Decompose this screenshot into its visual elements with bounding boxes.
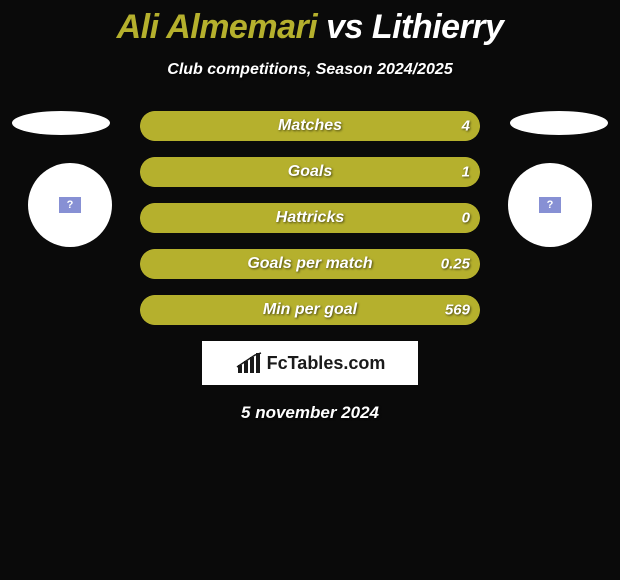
player1-avatar: [28, 163, 112, 247]
stat-value: 4: [462, 118, 470, 135]
logo-text: FcTables.com: [267, 353, 386, 374]
player2-name: Lithierry: [372, 8, 504, 46]
chart-icon: [235, 351, 263, 375]
content-area: Matches 4 Goals 1 Hattricks 0 Goals per …: [0, 111, 620, 423]
vs-text: vs: [326, 8, 363, 46]
stat-label: Hattricks: [276, 209, 344, 227]
stat-value: 0.25: [441, 256, 470, 273]
stat-label: Goals per match: [247, 255, 372, 273]
placeholder-icon: [539, 197, 561, 213]
logo-box[interactable]: FcTables.com: [202, 341, 418, 385]
date: 5 november 2024: [0, 403, 620, 423]
logo: FcTables.com: [235, 351, 386, 375]
player1-name: Ali Almemari: [117, 8, 318, 46]
stat-value: 0: [462, 210, 470, 227]
page-title: Ali Almemari vs Lithierry: [0, 0, 620, 47]
player2-avatar: [508, 163, 592, 247]
stat-bar-min-per-goal: Min per goal 569: [140, 295, 480, 325]
stat-bar-goals-per-match: Goals per match 0.25: [140, 249, 480, 279]
stat-bar-matches: Matches 4: [140, 111, 480, 141]
stat-bar-hattricks: Hattricks 0: [140, 203, 480, 233]
stat-label: Min per goal: [263, 301, 357, 319]
stat-bar-goals: Goals 1: [140, 157, 480, 187]
stat-value: 1: [462, 164, 470, 181]
stat-label: Goals: [288, 163, 332, 181]
ellipse-decoration-right: [510, 111, 608, 135]
stat-label: Matches: [278, 117, 342, 135]
ellipse-decoration-left: [12, 111, 110, 135]
stats-list: Matches 4 Goals 1 Hattricks 0 Goals per …: [140, 111, 480, 325]
stat-value: 569: [445, 302, 470, 319]
subtitle: Club competitions, Season 2024/2025: [0, 61, 620, 79]
placeholder-icon: [59, 197, 81, 213]
